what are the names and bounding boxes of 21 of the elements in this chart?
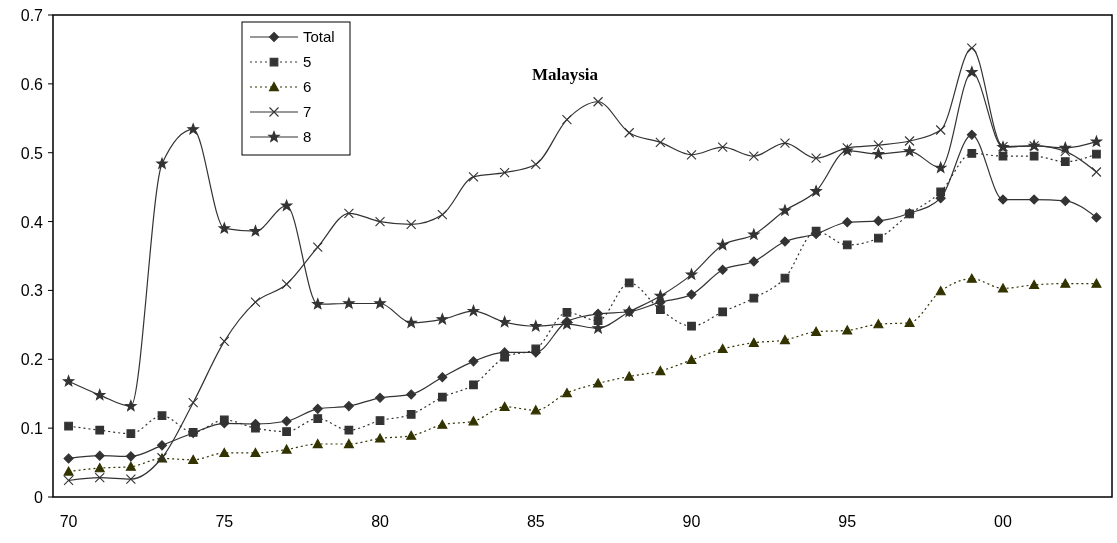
legend-label: 8 [303, 128, 312, 145]
x-tick-label: 85 [526, 513, 545, 530]
legend-label: Total [303, 28, 335, 45]
legend-label: 6 [303, 78, 312, 95]
y-tick-label: 0.2 [20, 351, 44, 369]
x-tick-label: 00 [994, 513, 1012, 530]
y-tick-label: 0 [34, 489, 44, 506]
y-tick-label: 0.5 [20, 144, 44, 162]
y-tick-label: 0.3 [20, 282, 44, 300]
legend-label: 5 [303, 53, 312, 70]
y-tick-label: 0.4 [20, 213, 44, 231]
x-tick-label: 70 [59, 513, 78, 530]
y-tick-label: 0.6 [20, 75, 44, 93]
x-tick-label: 80 [371, 513, 390, 530]
x-tick-label: 95 [838, 513, 857, 530]
x-tick-label: 90 [682, 513, 701, 530]
x-tick-label: 75 [215, 513, 234, 530]
legend-label: 7 [303, 103, 312, 120]
text: Malaysia [531, 65, 599, 84]
y-tick-label: 0.7 [20, 7, 44, 24]
y-tick-label: 0.1 [20, 420, 44, 438]
